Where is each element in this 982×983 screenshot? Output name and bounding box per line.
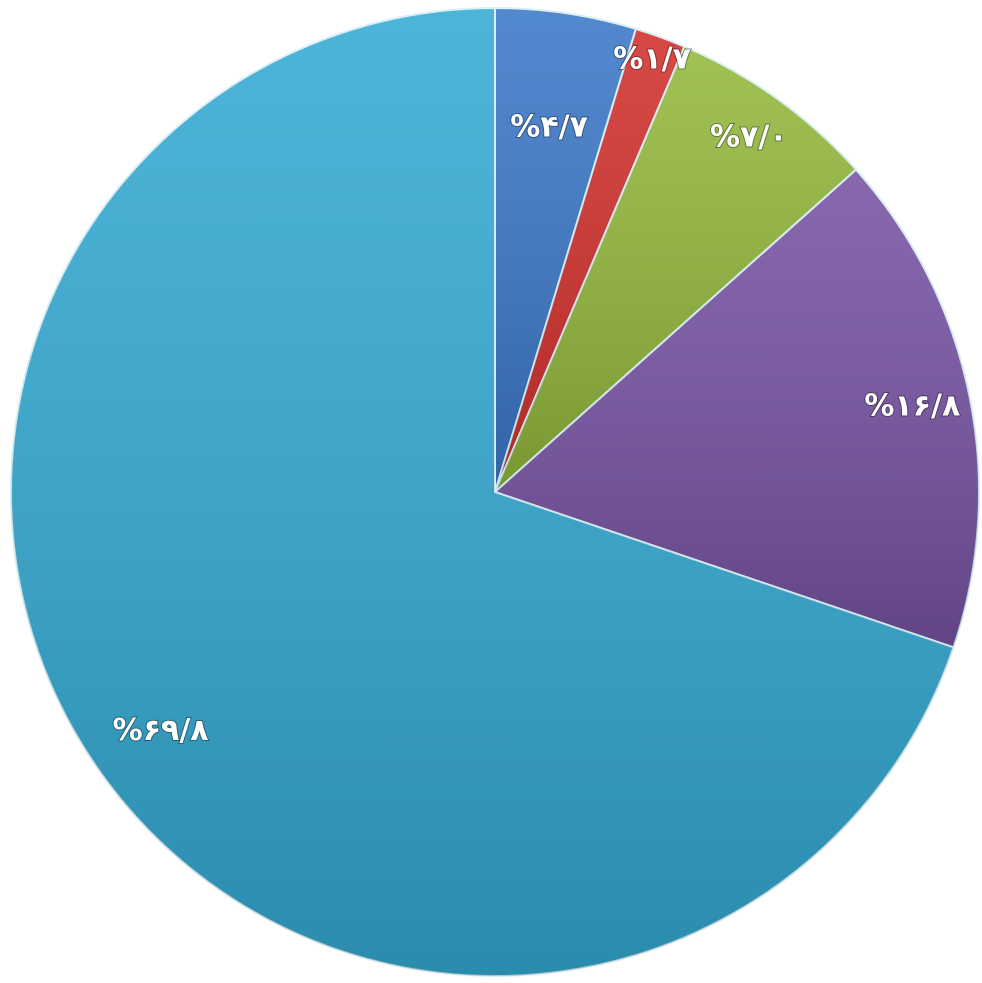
data-label: %۱۶/۸ <box>864 388 960 423</box>
slice-shade <box>495 8 636 492</box>
slice-shade <box>495 46 857 492</box>
data-label: %۱/۷ <box>613 41 691 76</box>
slice-shade <box>10 8 954 976</box>
data-label: %۷/۰ <box>710 119 788 154</box>
slice-shade <box>495 28 685 493</box>
data-label: %۴/۷ <box>510 110 588 145</box>
data-label: %۶۹/۸ <box>113 713 209 748</box>
slice-shade <box>495 169 979 648</box>
